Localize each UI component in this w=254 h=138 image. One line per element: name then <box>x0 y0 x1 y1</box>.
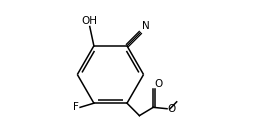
Text: O: O <box>168 104 176 114</box>
Text: N: N <box>142 21 150 31</box>
Text: O: O <box>154 79 163 89</box>
Text: F: F <box>73 102 79 112</box>
Text: OH: OH <box>82 16 98 26</box>
